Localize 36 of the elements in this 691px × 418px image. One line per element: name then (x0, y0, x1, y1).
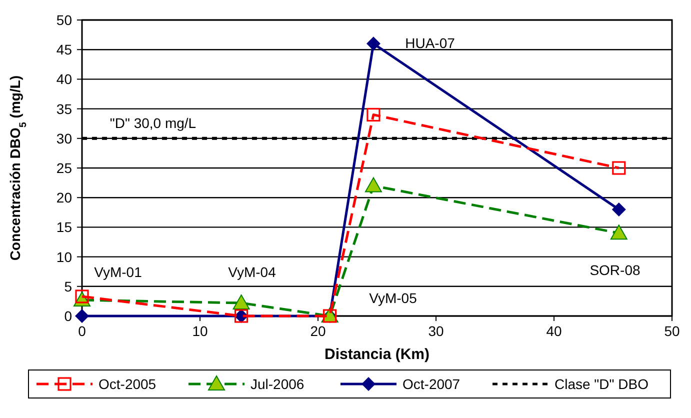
legend-label: Oct-2005 (98, 376, 156, 392)
y-tick-label: 5 (64, 278, 72, 294)
annotation: VyM-05 (369, 290, 418, 306)
point (610, 224, 628, 240)
point (232, 294, 250, 310)
point (364, 177, 382, 192)
x-tick-label: 10 (192, 323, 208, 339)
y-tick-label: 40 (56, 71, 72, 88)
point (612, 202, 626, 216)
y-tick-label: 30 (56, 130, 72, 146)
point (75, 309, 89, 323)
point (366, 108, 380, 122)
x-axis-title: Distancia (Km) (324, 346, 430, 363)
y-tick-label: 25 (56, 160, 72, 176)
legend-label: Oct-2007 (402, 376, 460, 392)
annotation: VyM-04 (228, 264, 276, 280)
legend-label: Jul-2006 (250, 376, 304, 392)
annotation: HUA-07 (405, 35, 456, 51)
y-tick-label: 45 (56, 42, 72, 58)
y-tick-label: 20 (56, 190, 72, 206)
x-tick-label: 50 (664, 323, 680, 339)
y-tick-label: 10 (56, 248, 72, 265)
point (612, 161, 626, 175)
annotation: VyM-01 (94, 264, 142, 280)
x-tick-label: 30 (428, 323, 444, 339)
legend-label: Clase "D" DBO (554, 376, 649, 392)
x-tick-label: 20 (310, 323, 326, 339)
annotation: "D" 30,0 mg/L (110, 115, 196, 131)
x-tick-label: 0 (78, 323, 86, 339)
point (366, 36, 380, 51)
y-tick-label: 50 (56, 12, 72, 28)
x-tick-label: 40 (546, 323, 562, 339)
y-tick-label: 0 (64, 308, 72, 324)
y-tick-label: 15 (56, 219, 72, 236)
y-tick-label: 35 (56, 100, 72, 117)
annotation: SOR-08 (590, 262, 640, 278)
